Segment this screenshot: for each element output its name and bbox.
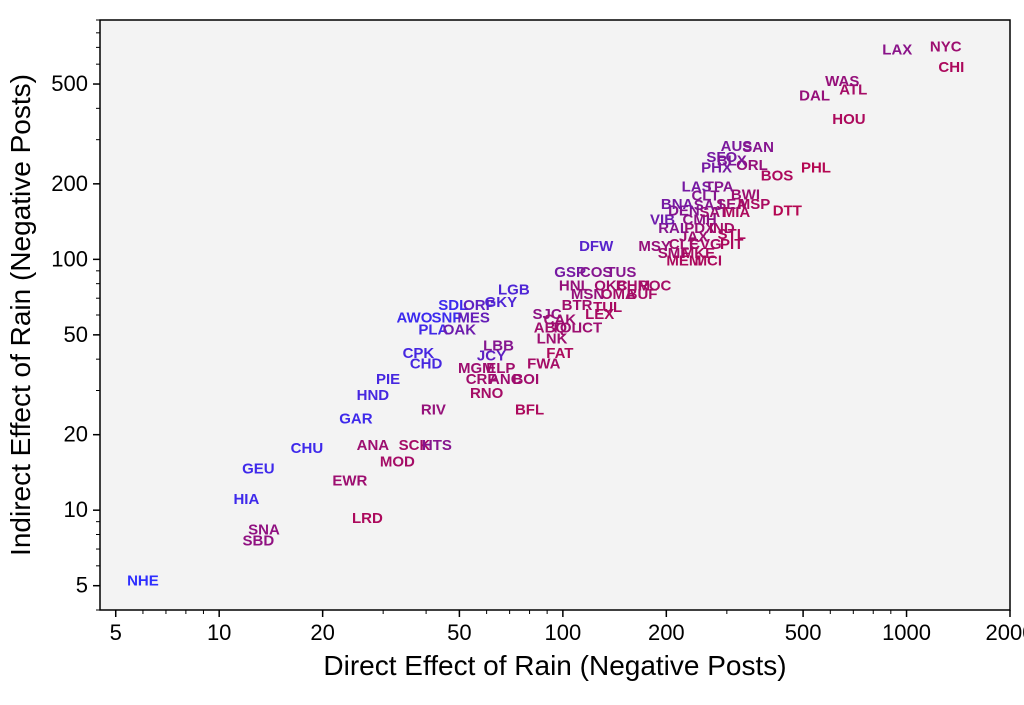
- x-tick-label: 5: [110, 620, 122, 645]
- city-point: GAR: [339, 410, 373, 427]
- city-point: EWR: [332, 473, 367, 490]
- x-tick-label: 500: [785, 620, 822, 645]
- city-point: DTT: [773, 203, 802, 220]
- city-point: DFW: [579, 238, 614, 255]
- y-axis-title: Indirect Effect of Rain (Negative Posts): [5, 74, 36, 556]
- city-point: RIV: [421, 401, 446, 418]
- city-point: LBB: [483, 337, 514, 354]
- city-point: TPA: [705, 179, 734, 196]
- scatter-chart: 5 10 20 50 100 200 500 1000 2000 5 10 20 50 100 200 500…: [0, 0, 1024, 705]
- city-point: AWO: [397, 310, 433, 327]
- city-point: CPK: [403, 345, 435, 362]
- chart-svg: 5 10 20 50 100 200 500 1000 2000 5 10 20 50 100 200 500…: [0, 0, 1024, 705]
- x-tick-label: 2000: [986, 620, 1024, 645]
- y-tick-label: 5: [76, 573, 88, 598]
- city-point: BNA: [661, 196, 694, 213]
- city-point: GEU: [242, 461, 275, 478]
- city-point: WAS: [825, 73, 859, 90]
- city-point: NHE: [127, 572, 159, 589]
- x-axis-title: Direct Effect of Rain (Negative Posts): [323, 650, 786, 681]
- y-tick-label: 10: [64, 497, 88, 522]
- y-tick-label: 500: [51, 71, 88, 96]
- city-point: FAT: [546, 345, 573, 362]
- city-point: SAN: [742, 139, 774, 156]
- y-tick-label: 100: [51, 246, 88, 271]
- x-tick-label: 100: [545, 620, 582, 645]
- city-point: LGB: [498, 282, 530, 299]
- city-point: BFL: [515, 401, 544, 418]
- city-point: SNA: [248, 521, 280, 538]
- x-tick-label: 10: [207, 620, 231, 645]
- x-tick-label: 50: [447, 620, 471, 645]
- city-point: PHL: [801, 160, 831, 177]
- x-tick-label: 1000: [882, 620, 931, 645]
- y-tick-label: 20: [64, 422, 88, 447]
- city-point: HIA: [233, 491, 259, 508]
- city-point: ROC: [638, 277, 672, 294]
- y-tick-label: 200: [51, 171, 88, 196]
- city-point: ANA: [357, 437, 390, 454]
- city-point: BWI: [731, 186, 760, 203]
- city-point: BOI: [512, 371, 539, 388]
- city-point: MOD: [380, 453, 415, 470]
- x-tick-label: 200: [648, 620, 685, 645]
- city-point: CHI: [938, 59, 964, 76]
- x-tick-label: 20: [310, 620, 334, 645]
- city-point: HOU: [832, 111, 865, 128]
- city-point: HND: [357, 387, 390, 404]
- city-point: TUS: [606, 264, 636, 281]
- city-point: CHU: [291, 440, 324, 457]
- city-point: DAL: [799, 88, 830, 105]
- city-point: MSY: [638, 238, 671, 255]
- city-point: LAX: [882, 42, 912, 59]
- y-tick-label: 50: [64, 322, 88, 347]
- city-point: NYC: [930, 38, 962, 55]
- city-point: LRD: [352, 510, 383, 527]
- city-point: HTS: [422, 437, 452, 454]
- city-point: PIE: [376, 371, 400, 388]
